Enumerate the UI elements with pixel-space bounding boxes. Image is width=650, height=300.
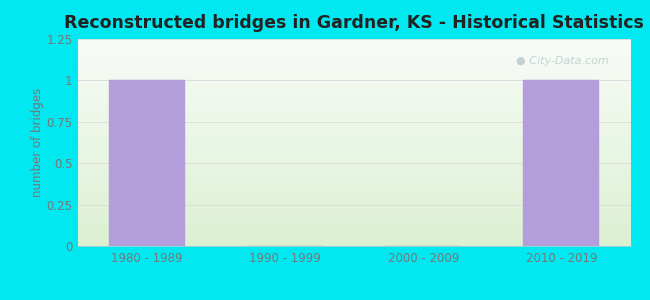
Title: Reconstructed bridges in Gardner, KS - Historical Statistics: Reconstructed bridges in Gardner, KS - H…: [64, 14, 644, 32]
Text: ● City-Data.com: ● City-Data.com: [515, 56, 608, 66]
Bar: [109, 80, 185, 246]
Y-axis label: number of bridges: number of bridges: [31, 88, 44, 197]
Bar: [523, 80, 599, 246]
